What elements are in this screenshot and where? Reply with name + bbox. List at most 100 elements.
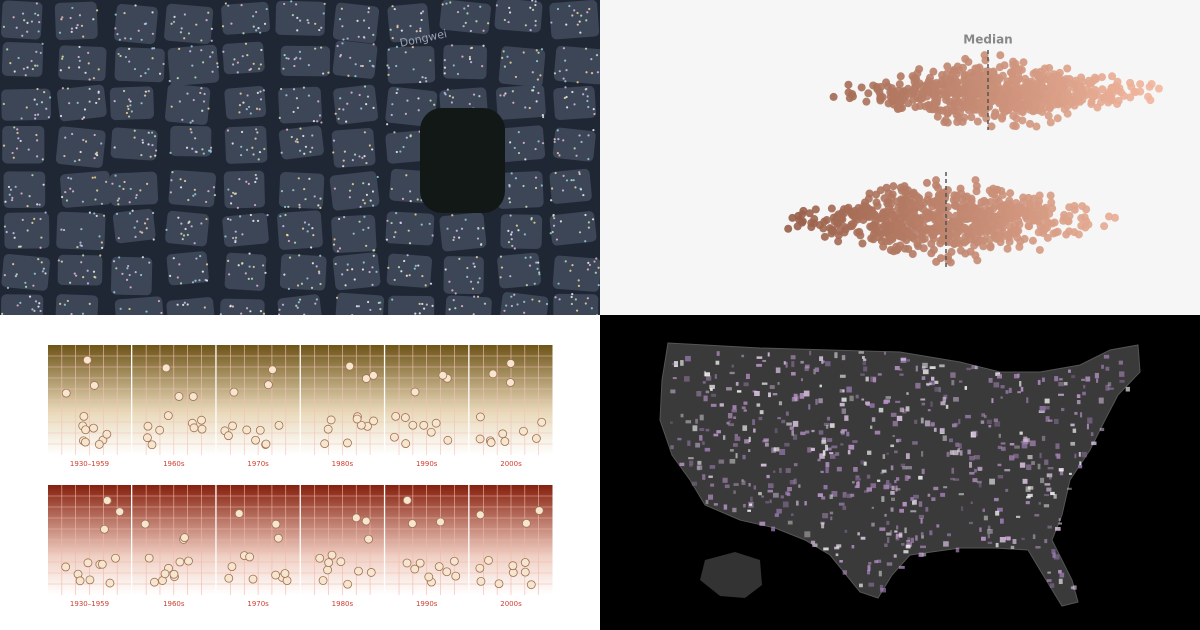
speck xyxy=(791,396,798,402)
dot xyxy=(255,128,258,131)
swarm-dot xyxy=(893,105,902,114)
swarm-dot xyxy=(871,211,880,220)
speck xyxy=(779,467,782,474)
speck xyxy=(1046,487,1052,492)
dot xyxy=(113,146,116,149)
block xyxy=(2,125,45,164)
dot xyxy=(114,174,117,177)
dot xyxy=(348,189,352,192)
dot xyxy=(386,123,389,126)
dot xyxy=(590,58,593,61)
dot xyxy=(473,295,476,298)
dot xyxy=(127,98,131,101)
speck xyxy=(853,466,858,472)
block xyxy=(164,3,214,45)
dot xyxy=(333,187,336,190)
dot xyxy=(565,69,568,72)
speck xyxy=(850,493,855,497)
speck xyxy=(981,413,986,417)
swarm-dot xyxy=(916,101,925,110)
dot xyxy=(564,86,567,89)
speck xyxy=(1058,522,1062,525)
speck xyxy=(976,480,982,484)
speck xyxy=(680,413,684,418)
icon xyxy=(351,513,361,523)
speck xyxy=(899,407,905,413)
dot xyxy=(483,302,487,305)
speck xyxy=(1085,376,1091,382)
dot xyxy=(66,87,70,90)
icon xyxy=(155,425,165,435)
speck xyxy=(743,401,748,405)
dot xyxy=(42,267,45,270)
dot xyxy=(320,46,323,49)
speck xyxy=(839,560,843,563)
speck xyxy=(884,513,887,517)
speck xyxy=(974,468,977,473)
speck xyxy=(969,471,975,475)
dot xyxy=(209,55,212,58)
speck xyxy=(710,483,715,487)
speck xyxy=(848,444,855,450)
icon xyxy=(431,418,441,428)
block xyxy=(224,85,267,120)
speck xyxy=(767,489,773,493)
dot xyxy=(183,301,186,304)
icon xyxy=(245,552,255,562)
dot xyxy=(400,270,403,273)
dot xyxy=(360,107,363,110)
dot xyxy=(451,289,454,292)
dot xyxy=(372,204,375,207)
speck xyxy=(1058,381,1064,387)
speck xyxy=(702,381,706,384)
swarm-dot xyxy=(1108,72,1117,81)
dot xyxy=(312,120,316,123)
icon xyxy=(402,495,412,505)
dot xyxy=(234,236,238,239)
speck xyxy=(910,537,914,543)
dot xyxy=(70,30,73,33)
speck xyxy=(793,463,798,467)
speck xyxy=(1063,381,1068,386)
icon xyxy=(390,432,399,442)
speck xyxy=(758,492,762,496)
dot xyxy=(140,153,143,157)
dot xyxy=(256,131,259,134)
dot xyxy=(127,264,130,268)
swarm-dot xyxy=(989,227,998,236)
dot xyxy=(232,191,235,194)
speck xyxy=(761,495,764,498)
speck xyxy=(735,453,738,459)
dot xyxy=(528,106,531,110)
dot xyxy=(73,272,76,275)
dot xyxy=(458,257,461,260)
speck xyxy=(1044,539,1048,544)
dot xyxy=(47,116,50,119)
dot xyxy=(510,238,513,241)
swarm-dot xyxy=(859,215,868,224)
swarm-dot xyxy=(1087,97,1096,106)
swarm-dot xyxy=(924,101,933,110)
dot xyxy=(537,91,540,95)
swarm-dot xyxy=(943,118,952,127)
speck xyxy=(1034,514,1040,517)
speck xyxy=(783,361,786,365)
speck xyxy=(747,509,752,512)
dot xyxy=(97,68,100,71)
speck xyxy=(1055,443,1060,449)
dot xyxy=(311,134,314,137)
dot xyxy=(590,307,593,310)
dot xyxy=(510,304,514,308)
block xyxy=(332,252,381,291)
speck xyxy=(809,350,812,356)
dot xyxy=(125,278,129,281)
dot xyxy=(115,212,119,215)
speck xyxy=(752,419,756,426)
speck xyxy=(766,474,770,479)
speck xyxy=(978,482,982,488)
speck xyxy=(829,423,835,428)
dot xyxy=(100,246,104,249)
dot xyxy=(100,142,103,145)
dot xyxy=(154,149,158,152)
dot xyxy=(511,244,514,247)
